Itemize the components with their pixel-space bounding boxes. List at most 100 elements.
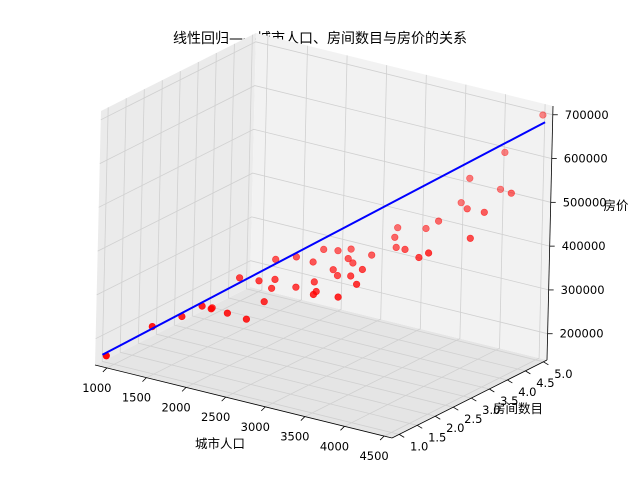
data-point	[507, 189, 515, 197]
data-point	[496, 185, 505, 193]
x-tick	[300, 416, 306, 421]
back-pane	[250, 33, 553, 360]
y-tick-label: 2.0	[446, 421, 464, 435]
y-grid-line	[155, 80, 454, 408]
y-tick	[507, 379, 513, 384]
y-tick	[417, 424, 423, 429]
data-point	[255, 277, 263, 285]
y-tick	[399, 434, 405, 438]
x-tick	[260, 406, 266, 412]
y-tick	[453, 406, 459, 411]
data-point	[435, 217, 443, 225]
data-point	[368, 251, 376, 259]
y-tick-label: 3.5	[500, 394, 518, 408]
x-tick-label: 4500	[359, 449, 388, 463]
data-point	[463, 205, 471, 213]
x-tick-label: 2500	[201, 410, 230, 424]
data-point	[320, 245, 328, 253]
x-grid-line	[304, 84, 467, 417]
z-tick-label: 200000	[560, 327, 604, 341]
data-point	[223, 309, 231, 317]
y-axis-label: 房间数目	[493, 401, 543, 416]
z-axis-line	[546, 105, 554, 361]
z-tick-label: 300000	[561, 283, 605, 297]
x-axis-line	[94, 364, 393, 439]
y-grid-line	[101, 107, 400, 435]
data-point	[309, 290, 318, 299]
x-grid-line	[265, 74, 427, 408]
y-tick-label: 3.0	[482, 403, 500, 417]
x-tick	[181, 387, 187, 392]
y-tick-label: 1.5	[428, 430, 446, 444]
y-grid-line	[119, 98, 418, 426]
x-tick-label: 4000	[320, 439, 349, 453]
data-point	[334, 247, 342, 255]
regression-line	[101, 121, 546, 356]
z-grid-line	[100, 41, 553, 121]
data-point	[394, 224, 402, 232]
data-point	[391, 233, 399, 241]
floor-pane	[95, 287, 547, 438]
tick-marks: 100015002000250030003500400045001.01.52.…	[82, 108, 608, 463]
data-point	[292, 283, 300, 291]
z-tick-label: 400000	[562, 239, 606, 253]
data-point	[329, 266, 337, 274]
x-tick	[142, 377, 147, 382]
data-point	[260, 298, 268, 306]
x-tick	[102, 367, 108, 373]
data-point	[501, 148, 509, 156]
y-grid-line	[173, 71, 472, 399]
data-point	[415, 253, 423, 262]
x-tick-label: 1000	[82, 381, 111, 395]
x-tick-label: 3000	[241, 420, 270, 434]
x-grid-line	[383, 104, 546, 437]
data-point	[271, 275, 279, 284]
y-tick	[471, 397, 477, 402]
z-grid-line	[97, 172, 550, 252]
x-grid-line	[344, 94, 506, 427]
y-tick-label: 2.5	[464, 412, 482, 426]
data-point	[392, 243, 400, 251]
z-grid-line	[95, 260, 548, 340]
data-point	[207, 305, 215, 313]
data-point	[310, 278, 318, 286]
data-point	[268, 284, 276, 292]
y-tick-label: 4.5	[536, 376, 554, 390]
data-point	[236, 274, 244, 282]
x-tick	[379, 435, 385, 441]
data-point	[242, 315, 250, 323]
x-tick-label: 3500	[280, 430, 309, 444]
x-tick-label: 2000	[161, 400, 190, 414]
data-point	[334, 293, 342, 301]
data-point	[539, 111, 547, 119]
data-point	[358, 265, 367, 274]
y-tick-label: 4.0	[518, 385, 536, 399]
data-marks	[101, 111, 547, 360]
y-tick	[435, 415, 441, 420]
y-tick	[543, 361, 549, 366]
chart-title: 线性回归——城市人口、房间数目与房价的关系	[173, 30, 467, 47]
y-grid-line	[137, 89, 436, 417]
z-grid-line	[99, 85, 552, 164]
z-tick-label: 600000	[564, 152, 608, 166]
y-grid-line	[227, 43, 526, 372]
y-grid-line	[245, 34, 544, 363]
x-grid-line	[225, 65, 388, 398]
y-tick	[489, 388, 495, 393]
data-point	[309, 258, 317, 266]
x-grid-line	[185, 55, 348, 388]
data-point	[333, 272, 342, 280]
z-grid-line	[98, 128, 551, 208]
left-pane	[95, 33, 256, 365]
z-tick-label: 700000	[565, 108, 609, 122]
grid-lines	[95, 34, 553, 437]
data-point	[425, 249, 433, 257]
z-grid-line	[96, 216, 549, 296]
y-grid-line	[191, 61, 490, 390]
data-point	[457, 199, 465, 207]
y-tick	[525, 370, 531, 375]
data-point	[349, 259, 357, 267]
data-point	[466, 174, 474, 182]
data-point	[480, 208, 488, 216]
